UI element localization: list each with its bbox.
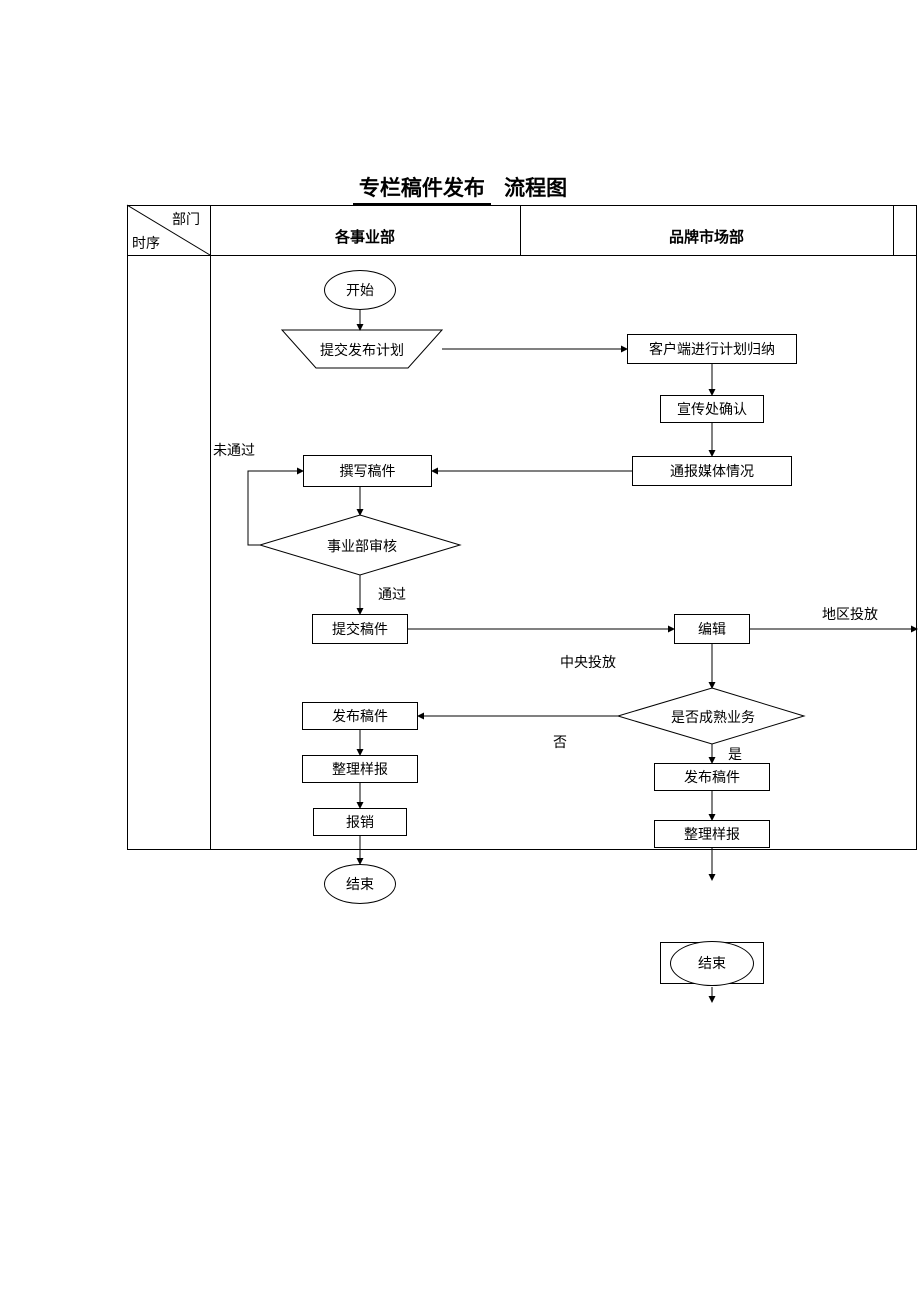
node-end-2-frame: 结束 [660, 942, 764, 984]
title-underlined: 专栏稿件发布 [353, 172, 491, 205]
node-organize-sample-2: 整理样报 [654, 820, 770, 848]
header-diag-bottom: 时序 [132, 233, 160, 253]
node-submit-plan-text: 提交发布计划 [312, 340, 412, 360]
node-end-2: 结束 [670, 941, 754, 986]
node-is-mature-text: 是否成熟业务 [666, 707, 760, 727]
node-publish-draft-1: 发布稿件 [302, 702, 418, 730]
label-yes: 是 [728, 744, 742, 764]
col-divider-3 [893, 205, 894, 255]
label-passed: 通过 [378, 584, 406, 604]
node-confirm: 宣传处确认 [660, 395, 764, 423]
col-divider-1 [210, 205, 211, 850]
node-client-plan: 客户端进行计划归纳 [627, 334, 797, 364]
node-start: 开始 [324, 270, 396, 310]
node-organize-sample-1: 整理样报 [302, 755, 418, 783]
title-suffix: 流程图 [504, 176, 567, 200]
node-notify-media: 通报媒体情况 [632, 456, 792, 486]
node-end-1: 结束 [324, 864, 396, 904]
node-submit-draft: 提交稿件 [312, 614, 408, 644]
header-divider [127, 255, 917, 256]
node-dept-review-text: 事业部审核 [320, 536, 404, 556]
col-header-1: 各事业部 [210, 226, 520, 247]
node-write-draft: 撰写稿件 [303, 455, 432, 487]
label-central: 中央投放 [560, 652, 616, 672]
header-diag-top: 部门 [172, 209, 200, 229]
node-edit: 编辑 [674, 614, 750, 644]
page-title: 专栏稿件发布 流程图 [0, 172, 920, 205]
node-reimburse: 报销 [313, 808, 407, 836]
table-frame [127, 205, 917, 850]
node-publish-draft-2: 发布稿件 [654, 763, 770, 791]
label-no: 否 [553, 732, 567, 752]
label-regional: 地区投放 [822, 604, 878, 624]
flowchart-page: 专栏稿件发布 流程图 [0, 0, 920, 1302]
label-not-passed: 未通过 [213, 440, 255, 460]
col-header-2: 品牌市场部 [520, 226, 893, 247]
